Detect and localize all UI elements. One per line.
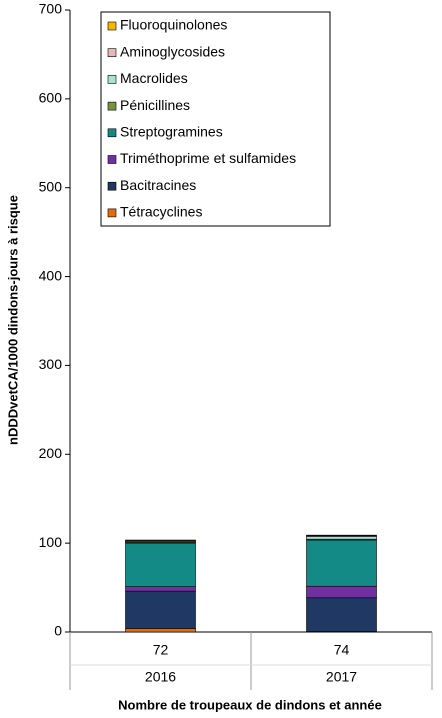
x-group-label: 2016 <box>145 669 176 685</box>
legend-swatch <box>107 128 117 138</box>
y-tick-label: 300 <box>39 356 63 372</box>
bar-segment <box>125 586 196 592</box>
legend-label: Streptogramines <box>120 124 223 140</box>
legend-swatch <box>107 208 117 218</box>
legend-label: Aminoglycosides <box>120 43 225 59</box>
legend-box <box>100 11 331 227</box>
x-tick-label: 72 <box>153 642 169 658</box>
x-tick-label: 74 <box>334 642 350 658</box>
y-tick-label: 500 <box>39 178 63 194</box>
y-tick-label: 400 <box>39 267 63 283</box>
legend-swatch <box>107 75 117 84</box>
legend-swatch <box>107 21 117 31</box>
bar-segment <box>125 542 196 587</box>
x-group-label: 2017 <box>326 669 357 685</box>
bar-segment <box>306 597 377 632</box>
bar-segment <box>125 590 196 629</box>
y-tick-label: 100 <box>39 534 63 550</box>
y-tick-label: 700 <box>39 1 63 17</box>
legend-label: Pénicillines <box>120 97 190 113</box>
y-axis-title: nDDDvetCA/1000 dindons-jours à risque <box>5 195 20 445</box>
legend-swatch <box>107 48 117 58</box>
legend-swatch <box>107 155 117 164</box>
y-tick-label: 0 <box>54 623 62 639</box>
legend-label: Triméthoprime et sulfamides <box>120 150 296 166</box>
bar-segment <box>306 585 377 599</box>
y-tick-label: 600 <box>39 90 63 106</box>
x-axis-title: Nombre de troupeaux de dindons et année <box>118 697 382 712</box>
bar-segment <box>306 539 377 587</box>
legend-label: Fluoroquinolones <box>120 17 227 33</box>
legend-label: Tétracyclines <box>120 204 202 220</box>
legend-swatch <box>107 101 117 111</box>
legend-swatch <box>107 181 117 191</box>
legend-label: Macrolides <box>120 70 188 86</box>
legend-label: Bacitracines <box>120 177 196 193</box>
bar-segment <box>306 536 377 540</box>
bar-segment <box>125 628 196 633</box>
y-tick-label: 200 <box>39 445 63 461</box>
